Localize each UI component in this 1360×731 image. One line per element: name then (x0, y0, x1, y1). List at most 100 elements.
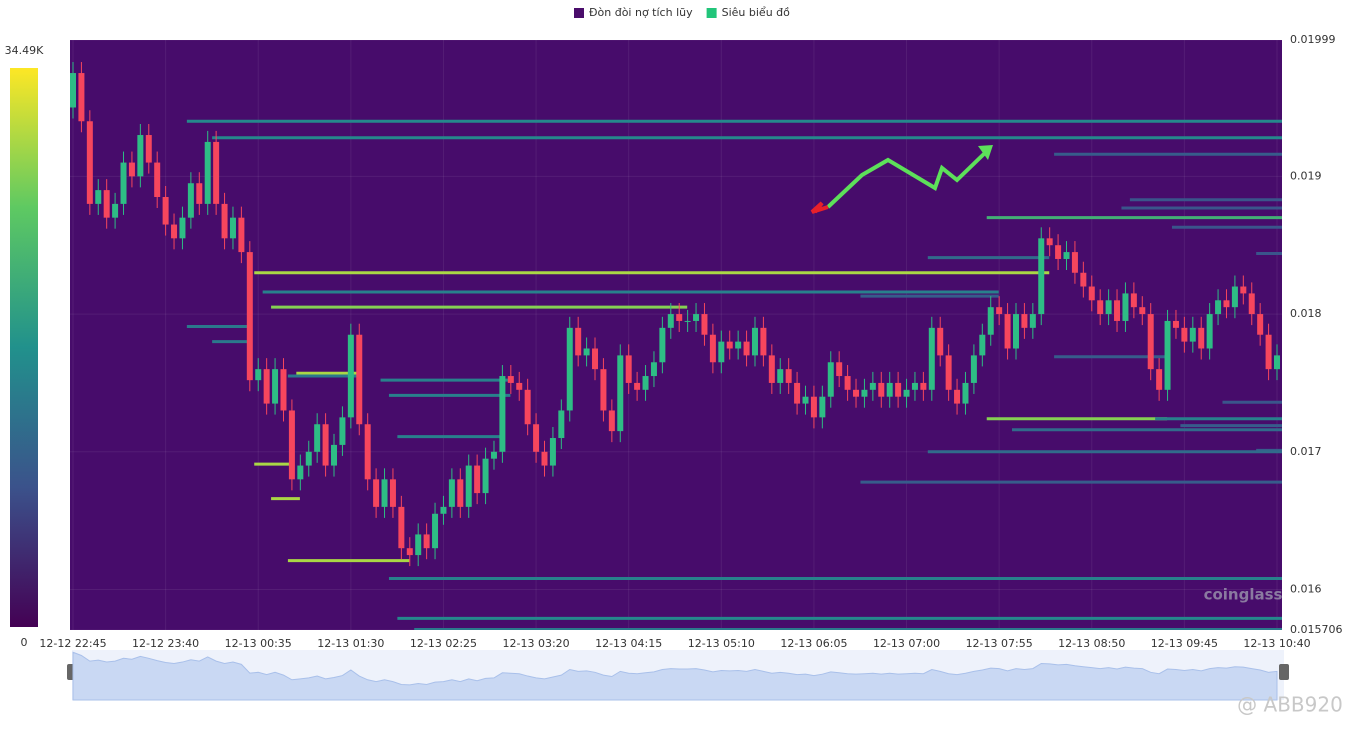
candle-body (457, 479, 464, 507)
x-tick-label: 12-13 09:45 (1151, 637, 1218, 650)
x-tick-label: 12-13 10:40 (1243, 637, 1310, 650)
candle-body (128, 162, 135, 177)
x-tick-label: 12-13 01:30 (317, 637, 384, 650)
candle-body (347, 334, 354, 418)
candle-body (836, 362, 843, 377)
candle-body (726, 341, 733, 349)
candle-body (583, 348, 590, 356)
candle-body (70, 73, 76, 108)
candle-body (255, 369, 262, 381)
candle-body (440, 506, 447, 514)
candle-body (1063, 252, 1070, 259)
candle-body (903, 389, 910, 397)
colorbar-max: 34.49K (5, 44, 44, 57)
candle-body (1147, 314, 1154, 370)
candle-body (524, 389, 531, 425)
candle-body (1274, 355, 1280, 370)
candle-body (482, 458, 489, 494)
candle-body (1055, 245, 1062, 259)
x-tick-label: 12-12 23:40 (132, 637, 199, 650)
y-tick-label: 0.01999 (1290, 33, 1336, 46)
candle-body (204, 141, 211, 204)
candle-body (667, 314, 674, 328)
candle-body (415, 534, 422, 556)
candle-body (869, 382, 876, 390)
candle-body (1012, 314, 1019, 349)
legend-label: Siêu biểu đồ (722, 6, 791, 19)
candle-body (1265, 334, 1272, 370)
candle-body (810, 396, 817, 418)
candle-body (684, 320, 691, 322)
candle-body (617, 355, 624, 432)
candle-body (853, 389, 860, 397)
candle-body (221, 203, 228, 239)
candle-body (280, 369, 287, 411)
candle-body (145, 135, 152, 163)
candle-body (339, 417, 346, 445)
candle-body (878, 382, 885, 397)
candle-body (95, 190, 102, 204)
candle-body (718, 341, 725, 363)
candle-body (777, 369, 784, 383)
candle-body (886, 382, 893, 397)
x-tick-label: 12-13 07:00 (873, 637, 940, 650)
candle-body (238, 217, 245, 253)
candle-body (1122, 293, 1129, 321)
x-tick-label: 12-13 03:20 (502, 637, 569, 650)
candle-body (187, 183, 194, 218)
candles (70, 62, 1280, 567)
candle-body (1097, 300, 1104, 315)
candle-body (1004, 314, 1011, 349)
legend-swatch (574, 8, 584, 18)
candle-body (78, 73, 85, 122)
candle-body (819, 396, 826, 418)
candle-body (827, 362, 834, 397)
candle-body (1046, 238, 1053, 246)
candle-body (196, 183, 203, 204)
candle-body (549, 438, 556, 466)
candle-body (566, 327, 573, 411)
candle-body (364, 424, 371, 480)
candle-body (179, 217, 186, 239)
y-tick-label: 0.017 (1290, 445, 1322, 458)
candle-body (541, 451, 548, 466)
candle-body (1114, 300, 1121, 321)
candle-body (785, 369, 792, 383)
candle-body (1248, 293, 1255, 315)
navigator-handle[interactable] (1279, 664, 1289, 680)
candle-body (996, 307, 1003, 315)
candle-body (743, 341, 750, 356)
candle-body (314, 424, 321, 452)
candle-body (213, 141, 220, 204)
candle-body (1189, 327, 1196, 342)
x-tick-label: 12-13 07:55 (966, 637, 1033, 650)
candle-body (1105, 300, 1112, 315)
candle-body (1156, 369, 1163, 390)
candle-body (465, 465, 472, 507)
navigator-area (72, 651, 1278, 701)
candle-body (272, 369, 279, 404)
candle-body (709, 334, 716, 363)
candle-body (1038, 238, 1045, 315)
candle-body (297, 465, 304, 480)
candle-body (735, 341, 742, 349)
candle-body (448, 479, 455, 507)
candle-body (701, 314, 708, 335)
candle-body (911, 382, 918, 390)
candle-body (507, 376, 514, 383)
candle-body (356, 334, 363, 425)
y-tick-label: 0.019 (1290, 169, 1322, 182)
candle-body (288, 410, 295, 480)
candle-body (1080, 272, 1087, 287)
candle-body (979, 334, 986, 356)
candle-body (861, 389, 868, 397)
candle-body (381, 479, 388, 507)
candle-body (246, 252, 253, 381)
candle-body (970, 355, 977, 383)
candle-body (676, 314, 683, 321)
candle-body (1130, 293, 1137, 308)
y-tick-label: 0.018 (1290, 307, 1322, 320)
candle-body (693, 314, 700, 321)
candle-body (516, 382, 523, 390)
